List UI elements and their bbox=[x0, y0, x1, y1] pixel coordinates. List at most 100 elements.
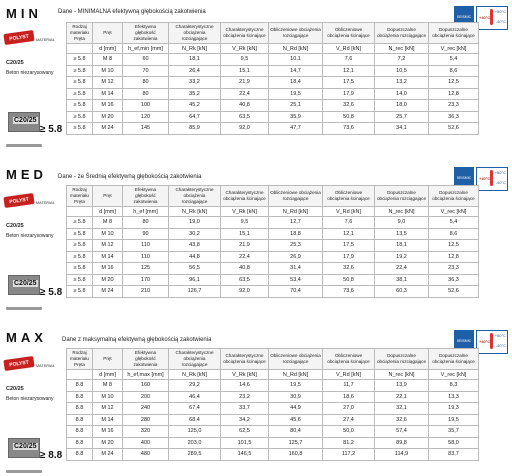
column-header: Charakterystyczne obciążenia ścinające bbox=[220, 348, 269, 370]
temperature-label: +50°C bbox=[494, 170, 506, 175]
table-cell: 96,1 bbox=[168, 273, 221, 286]
table-cell: ≥ 5.8 bbox=[66, 76, 93, 89]
seismic-icon: SEISMIC bbox=[454, 330, 474, 352]
table-cell: 17,9 bbox=[322, 250, 375, 263]
table-row: 8.8 M 20 400 203,0 101,5 125,7 81,2 89,8 58,0 bbox=[66, 436, 479, 449]
material-label: MATERIAŁ bbox=[36, 364, 55, 368]
unit-cell: N_rec [kN] bbox=[374, 369, 429, 380]
table-row: ≥ 5.8 M 12 110 43,8 21,9 25,3 17,5 18,1 12,5 bbox=[66, 239, 479, 252]
column-header: Efektywna głębokość zakotwienia bbox=[122, 185, 169, 207]
table-cell: 125,7 bbox=[268, 436, 323, 449]
table-cell: 80 bbox=[122, 87, 169, 100]
concrete-block-label: C20/25 bbox=[13, 280, 38, 287]
table-cell: 320 bbox=[122, 425, 169, 438]
table-cell: 9,5 bbox=[220, 216, 269, 229]
table-cell: 18,1 bbox=[374, 239, 429, 252]
table-cell: 15,1 bbox=[220, 64, 269, 77]
section-max: MAX Dane z maksymalną efektywną głębokośc… bbox=[0, 326, 512, 476]
concrete-block-label: C20/25 bbox=[13, 443, 38, 450]
table-cell: 5,4 bbox=[428, 216, 479, 229]
threaded-rod-icon bbox=[6, 144, 42, 147]
unit-cell: N_Rk [kN] bbox=[168, 369, 221, 380]
section-med: MED Dane - ze Średnią efektywną głębokośc… bbox=[0, 163, 512, 313]
section-description: Dane z maksymalną efektywną głębokością … bbox=[62, 337, 212, 343]
unit-cell: N_Rk [kN] bbox=[168, 43, 221, 54]
table-cell: M 10 bbox=[92, 390, 123, 403]
table-cell: 52,6 bbox=[428, 285, 479, 298]
table-cell: 50,8 bbox=[322, 273, 375, 286]
table-cell: 8,6 bbox=[428, 64, 479, 77]
column-header: Obliczeniowe obciążenia ścinające bbox=[322, 348, 375, 370]
temperature-label: +40°C bbox=[479, 176, 491, 181]
column-header: Dopuszczalne obciążenia rozciągające bbox=[374, 185, 429, 207]
column-header: Efektywna głębokość zakotwienia bbox=[122, 348, 169, 370]
table-row: ≥ 5.8 M 24 145 85,9 92,0 47,7 73,6 34,1 52,6 bbox=[66, 122, 479, 135]
table-cell: 21,9 bbox=[220, 239, 269, 252]
temperature-label: +40°C bbox=[479, 15, 491, 20]
unit-cell: V_Rd [kN] bbox=[322, 369, 375, 380]
table-cell: 58,0 bbox=[428, 436, 479, 449]
table-cell: 62,5 bbox=[220, 425, 269, 438]
table-cell: 26,4 bbox=[168, 64, 221, 77]
table-cell: 23,3 bbox=[428, 99, 479, 112]
seismic-temperature-badge: SEISMIC +40°C +50°C -40°C bbox=[454, 167, 508, 191]
table-cell: 400 bbox=[122, 436, 169, 449]
table-cell: 50,8 bbox=[322, 110, 375, 123]
temperature-label: -40°C bbox=[495, 180, 506, 185]
table-cell: ≥ 5.8 bbox=[66, 285, 93, 298]
column-header: Charakterystyczne obciążenia ścinające bbox=[220, 185, 269, 207]
table-cell: 27,4 bbox=[322, 413, 375, 426]
table-cell: 13,9 bbox=[374, 379, 429, 392]
table-cell: ≥ 5.8 bbox=[66, 227, 93, 240]
section-description: Dane - MINIMALNA efektywną głębokością z… bbox=[58, 9, 206, 15]
table-row: ≥ 5.8 M 20 170 96,1 63,5 53,4 50,8 38,1 36,3 bbox=[66, 273, 479, 286]
threaded-rod-icon bbox=[6, 307, 42, 310]
table-row: 8.8 M 8 160 29,2 14,6 19,5 11,7 13,9 8,3 bbox=[66, 379, 479, 392]
column-header: Pręt bbox=[92, 185, 123, 207]
temperature-label: -40°C bbox=[495, 343, 506, 348]
table-row: ≥ 5.8 M 10 70 26,4 15,1 14,7 12,1 10,5 8,6 bbox=[66, 64, 479, 77]
material-label: MATERIAŁ bbox=[36, 38, 55, 42]
table-cell: 40,8 bbox=[220, 99, 269, 112]
table-cell: 22,4 bbox=[220, 87, 269, 100]
table-cell: 19,5 bbox=[268, 379, 323, 392]
unit-cell: h_ef,min [mm] bbox=[122, 43, 169, 54]
table-cell: 45,6 bbox=[268, 413, 323, 426]
table-cell: 146,5 bbox=[220, 448, 269, 461]
table-cell: M 8 bbox=[92, 53, 123, 66]
table-cell: ≥ 5.8 bbox=[66, 216, 93, 229]
table-cell: 25,3 bbox=[268, 239, 323, 252]
column-header: Pręt bbox=[92, 22, 123, 44]
unit-cell: h_ef,max [mm] bbox=[122, 369, 169, 380]
table-row: 8.8 M 12 240 67,4 33,7 44,9 27,0 32,1 19,3 bbox=[66, 402, 479, 415]
table-row: ≥ 5.8 M 14 80 35,2 22,4 19,5 17,9 14,0 12,8 bbox=[66, 87, 479, 100]
table-cell: 13,2 bbox=[374, 76, 429, 89]
table-cell: 70 bbox=[122, 64, 169, 77]
column-header: Obliczeniowe obciążenia ścinające bbox=[322, 185, 375, 207]
column-header: Charakterystyczne obciążenia rozciągając… bbox=[168, 348, 221, 370]
table-cell: M 12 bbox=[92, 76, 123, 89]
table-cell: 35,7 bbox=[428, 425, 479, 438]
threaded-rod-icon bbox=[6, 470, 42, 473]
header-row: Rodzaj materiału Pręta Pręt Efektywna głęb… bbox=[66, 22, 479, 44]
concrete-description: Beton niezarysowany bbox=[6, 70, 54, 76]
table-cell: 36,3 bbox=[428, 110, 479, 123]
table-cell: M 24 bbox=[92, 285, 123, 298]
table-cell: ≥ 5.8 bbox=[66, 273, 93, 286]
table-cell: 32,6 bbox=[322, 99, 375, 112]
table-cell: 10,5 bbox=[374, 64, 429, 77]
unit-cell: V_Rd [kN] bbox=[322, 206, 375, 217]
table-cell: ≥ 5.8 bbox=[66, 239, 93, 252]
header-row: Rodzaj materiału Pręta Pręt Efektywna głęb… bbox=[66, 348, 479, 370]
table-cell: 17,5 bbox=[322, 239, 375, 252]
concrete-description: Beton niezarysowany bbox=[6, 396, 54, 402]
concrete-class: C20/25 bbox=[6, 223, 24, 229]
table-cell: 25,7 bbox=[374, 110, 429, 123]
table-cell: M 14 bbox=[92, 87, 123, 100]
table-cell: 63,5 bbox=[220, 273, 269, 286]
table-cell: 23,3 bbox=[428, 262, 479, 275]
unit-cell: d [mm] bbox=[92, 206, 123, 217]
table-cell: 38,1 bbox=[374, 273, 429, 286]
table-cell: 125 bbox=[122, 262, 169, 275]
seismic-icon: SEISMIC bbox=[454, 167, 474, 189]
